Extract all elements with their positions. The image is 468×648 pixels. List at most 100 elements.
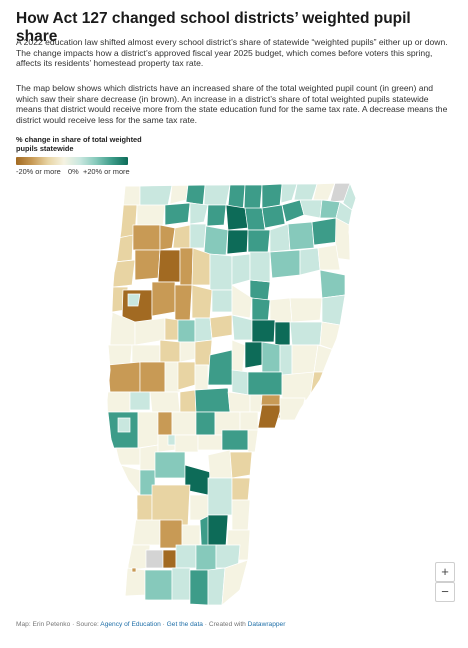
school-district-55[interactable] [191,284,213,319]
school-district-66[interactable] [194,317,213,343]
school-district-56[interactable] [211,289,233,313]
school-district-148[interactable] [189,569,209,606]
school-district-27[interactable] [159,224,176,251]
school-district-38[interactable] [134,249,161,281]
school-district-32[interactable] [247,229,271,253]
school-district-69[interactable] [251,319,276,343]
school-district-118[interactable] [221,429,249,451]
school-district-111[interactable] [239,411,259,431]
school-district-60[interactable] [289,297,323,323]
school-district-49[interactable] [319,269,346,299]
school-district-40[interactable] [179,247,194,286]
school-district-41[interactable] [191,247,211,286]
school-district-57[interactable] [231,284,253,319]
school-district-108[interactable] [171,411,197,436]
school-district-65[interactable] [177,319,196,343]
school-district-70[interactable] [274,321,291,346]
school-district-80[interactable] [244,341,263,369]
school-district-146[interactable] [144,569,173,601]
school-district-3[interactable] [185,184,206,206]
school-district-145[interactable] [131,567,137,573]
school-district-59[interactable] [269,297,293,323]
school-district-43[interactable] [231,253,251,286]
school-district-90[interactable] [231,369,249,396]
school-district-14[interactable] [136,204,166,228]
school-district-97[interactable] [179,389,197,413]
school-district-125[interactable] [229,451,253,479]
datawrapper-link[interactable]: Datawrapper [247,621,286,628]
school-district-18[interactable] [225,204,249,231]
school-district-124[interactable] [207,449,233,479]
school-district-131[interactable] [231,499,251,531]
school-district-81[interactable] [261,341,281,373]
school-district-99[interactable] [227,391,251,413]
school-district-133[interactable] [159,519,183,549]
school-district-127[interactable] [151,484,191,526]
school-district-86[interactable] [139,361,166,393]
school-district-78[interactable] [207,349,236,386]
school-district-117[interactable] [197,434,223,451]
school-district-39[interactable] [157,249,181,283]
school-district-147[interactable] [171,567,191,601]
school-district-30[interactable] [203,225,229,256]
school-district-64[interactable] [164,317,179,341]
school-district-47[interactable] [299,247,321,276]
school-district-105[interactable] [117,417,131,433]
school-district-72[interactable] [319,321,341,351]
school-district-94[interactable] [107,391,131,413]
school-district-106[interactable] [137,411,159,449]
school-district-26[interactable] [132,224,161,251]
school-district-34[interactable] [287,221,315,251]
school-district-91[interactable] [247,371,283,396]
school-district-141[interactable] [175,544,197,569]
school-district-15[interactable] [164,202,191,226]
zoom-out-button[interactable]: − [435,582,455,602]
school-district-109[interactable] [195,411,216,436]
school-district-17[interactable] [206,204,227,227]
school-district-53[interactable] [151,281,176,317]
school-district-46[interactable] [269,249,301,279]
school-district-71[interactable] [289,321,323,346]
school-district-7[interactable] [261,183,283,209]
school-district-107[interactable] [157,411,173,436]
school-district-128[interactable] [189,494,209,521]
school-district-119[interactable] [247,429,259,453]
vermont-district-map[interactable] [0,170,468,615]
school-district-132[interactable] [132,519,161,546]
school-district-16[interactable] [189,202,209,225]
school-district-136[interactable] [207,514,229,546]
zoom-in-button[interactable]: + [435,562,455,582]
school-district-96[interactable] [149,391,181,413]
school-district-20[interactable] [261,204,286,229]
school-district-42[interactable] [209,253,233,291]
school-district-37[interactable] [112,259,136,288]
school-district-85[interactable] [107,361,141,393]
school-district-52[interactable] [127,293,141,307]
school-district-33[interactable] [269,223,291,253]
school-district-58[interactable] [251,297,271,323]
school-district-139[interactable] [145,549,164,569]
school-district-44[interactable] [249,279,271,301]
school-district-61[interactable] [321,294,346,326]
school-district-19[interactable] [244,207,266,231]
school-district-89[interactable] [194,364,209,391]
school-district-142[interactable] [195,544,217,571]
school-district-28[interactable] [172,224,191,249]
school-district-95[interactable] [129,391,151,411]
school-district-100[interactable] [249,394,263,413]
school-district-98[interactable] [194,387,231,413]
school-district-122[interactable] [154,451,186,479]
school-district-45[interactable] [249,251,271,283]
school-district-31[interactable] [226,229,249,255]
get-data-link[interactable]: Get the data [166,621,203,628]
school-district-129[interactable] [207,477,233,516]
school-district-140[interactable] [162,549,177,569]
source-link[interactable]: Agency of Education [100,621,161,628]
school-district-102[interactable] [257,404,283,429]
school-district-126[interactable] [136,494,153,521]
school-district-2[interactable] [169,184,189,205]
school-district-36[interactable] [334,217,351,261]
school-district-82[interactable] [279,344,293,376]
school-district-29[interactable] [189,223,207,249]
school-district-116[interactable] [174,434,199,453]
